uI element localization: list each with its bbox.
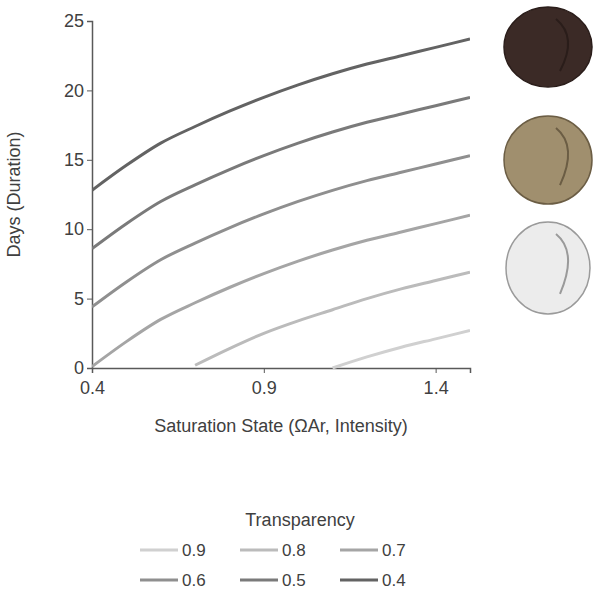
legend-label: 0.8 — [282, 541, 306, 560]
tick-label: 10 — [64, 219, 84, 239]
x-axis-title: Saturation State (ΩAr, Intensity) — [154, 416, 408, 436]
legend-swatch — [340, 579, 378, 582]
tick: 15 — [64, 150, 92, 170]
legend-title: Transparency — [245, 510, 354, 530]
legend-item: 0.4 — [340, 571, 406, 590]
legend-label: 0.4 — [382, 571, 406, 590]
tick: 0.9 — [252, 368, 277, 398]
chart: 0.4 0.9 1.4 0 5 10 15 20 25 Saturation State (ΩAr… — [0, 0, 600, 598]
y-axis-title: Days (Duration) — [4, 131, 24, 257]
y-axis: 0 5 10 15 20 25 — [64, 11, 93, 378]
tick-mark — [87, 229, 92, 230]
legend-swatch — [240, 579, 278, 582]
legend-item: 0.9 — [140, 541, 206, 560]
legend-item: 0.6 — [140, 571, 206, 590]
tick: 10 — [64, 219, 92, 239]
tick-label: 15 — [64, 150, 84, 170]
tick-label: 20 — [64, 81, 84, 101]
shell — [504, 116, 592, 204]
tick-mark — [436, 368, 437, 373]
plot-area — [92, 39, 470, 368]
shell-whorl — [556, 19, 568, 71]
legend-swatch — [340, 549, 378, 552]
tick: 20 — [64, 81, 92, 101]
x-axis: 0.4 0.9 1.4 — [80, 368, 471, 398]
tick-label: 0 — [74, 358, 84, 378]
shell-whorl — [556, 128, 568, 185]
tick-mark — [87, 299, 92, 300]
legend-item: 0.8 — [240, 541, 306, 560]
series-line — [92, 97, 470, 248]
tick-label: 0.9 — [252, 378, 277, 398]
tick-label: 5 — [74, 289, 84, 309]
legend-item: 0.5 — [240, 571, 306, 590]
legend-swatch — [140, 579, 178, 582]
shell — [506, 222, 590, 314]
shell-images — [504, 7, 592, 314]
legend-swatch — [140, 549, 178, 552]
axis-line — [93, 369, 471, 374]
tick: 0 — [74, 358, 92, 378]
shell — [504, 7, 592, 87]
tick: 5 — [74, 289, 92, 309]
tick-mark — [87, 368, 92, 369]
tick-mark — [87, 160, 92, 161]
tick-mark — [264, 368, 265, 373]
series-line — [92, 156, 470, 307]
tick: 25 — [64, 11, 92, 31]
legend-label: 0.5 — [282, 571, 306, 590]
tick-label: 25 — [64, 11, 84, 31]
series-line — [92, 39, 470, 190]
tick-mark — [87, 21, 92, 22]
shell-whorl — [556, 234, 568, 294]
series-line — [92, 215, 470, 366]
series-line — [333, 331, 470, 368]
legend-label: 0.6 — [182, 571, 206, 590]
legend-label: 0.7 — [382, 541, 406, 560]
legend: Transparency 0.9 0.8 0.7 0.6 0.5 0.4 — [140, 510, 406, 590]
tick-label: 0.4 — [80, 378, 105, 398]
legend-item: 0.7 — [340, 541, 406, 560]
legend-label: 0.9 — [182, 541, 206, 560]
tick-label: 1.4 — [424, 378, 449, 398]
tick: 1.4 — [424, 368, 449, 398]
axis-line — [87, 22, 93, 369]
tick-mark — [87, 90, 92, 91]
legend-swatch — [240, 549, 278, 552]
